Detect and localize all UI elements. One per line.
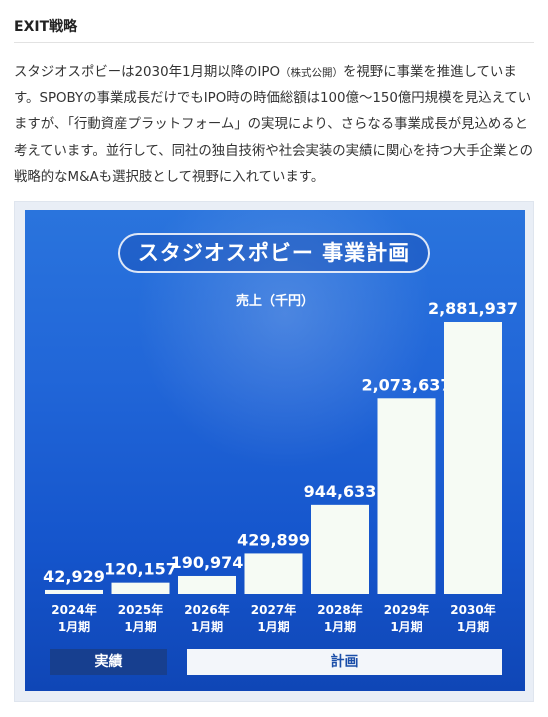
exit-strategy-paragraph: スタジオスポビーは2030年1月期以降のIPO（株式公開）を視野に事業を推進して… [14, 60, 538, 191]
x-tick-label-0-1: 1月期 [58, 619, 90, 634]
value-label-2: 190,974 [171, 553, 244, 572]
legend-actual: 実績 [50, 649, 167, 675]
bar-5 [377, 398, 436, 594]
legend-plan: 計画 [187, 649, 502, 675]
paragraph-text-2: を視野に事業を推進しています。SPOBYの事業成長だけでもIPO時の時価総額は1… [14, 65, 534, 185]
business-plan-figure: スタジオスポビー 事業計画 売上（千円） 42,929 2024年 1月期 120,1… [14, 201, 534, 702]
bar-4 [311, 504, 369, 594]
section-heading: EXIT戦略 [14, 19, 78, 35]
bar-6 [444, 322, 502, 594]
x-tick-label-5-1: 1月期 [390, 619, 422, 634]
x-tick-label-6-1: 1月期 [457, 619, 489, 634]
value-label-5: 2,073,637 [361, 375, 451, 394]
bar-2 [178, 575, 236, 594]
paragraph-text-1: スタジオスポビーは2030年1月期以降のIPO [14, 65, 281, 80]
bar-3 [244, 553, 303, 594]
chart-title: スタジオスポビー 事業計画 [118, 233, 430, 273]
bar-1 [111, 582, 170, 594]
bar-chart: 42,929 2024年 1月期 120,157 2025年 1月期 190,974 2026… [43, 299, 518, 634]
x-tick-label-5-0: 2029年 [384, 602, 429, 617]
y-axis-label: 売上（千円） [235, 294, 314, 309]
bar-0 [45, 589, 103, 594]
x-tick-label-0-0: 2024年 [51, 602, 96, 617]
heading-divider [14, 42, 534, 43]
x-tick-label-4-0: 2028年 [317, 602, 362, 617]
x-tick-label-2-0: 2026年 [184, 602, 229, 617]
paragraph-text-small: （株式公開） [280, 67, 344, 79]
chart-panel: スタジオスポビー 事業計画 売上（千円） 42,929 2024年 1月期 120,1… [25, 210, 525, 691]
x-tick-label-3-1: 1月期 [257, 619, 289, 634]
value-label-0: 42,929 [43, 567, 105, 586]
x-tick-label-3-0: 2027年 [251, 602, 296, 617]
x-tick-label-1-0: 2025年 [118, 602, 163, 617]
x-tick-label-4-1: 1月期 [324, 619, 356, 634]
value-label-4: 944,633 [304, 482, 377, 501]
x-tick-label-1-1: 1月期 [124, 619, 156, 634]
value-label-1: 120,157 [104, 560, 177, 579]
value-label-6: 2,881,937 [428, 299, 518, 318]
value-label-3: 429,899 [237, 530, 310, 549]
x-tick-label-6-0: 2030年 [450, 602, 495, 617]
x-tick-label-2-1: 1月期 [191, 619, 223, 634]
